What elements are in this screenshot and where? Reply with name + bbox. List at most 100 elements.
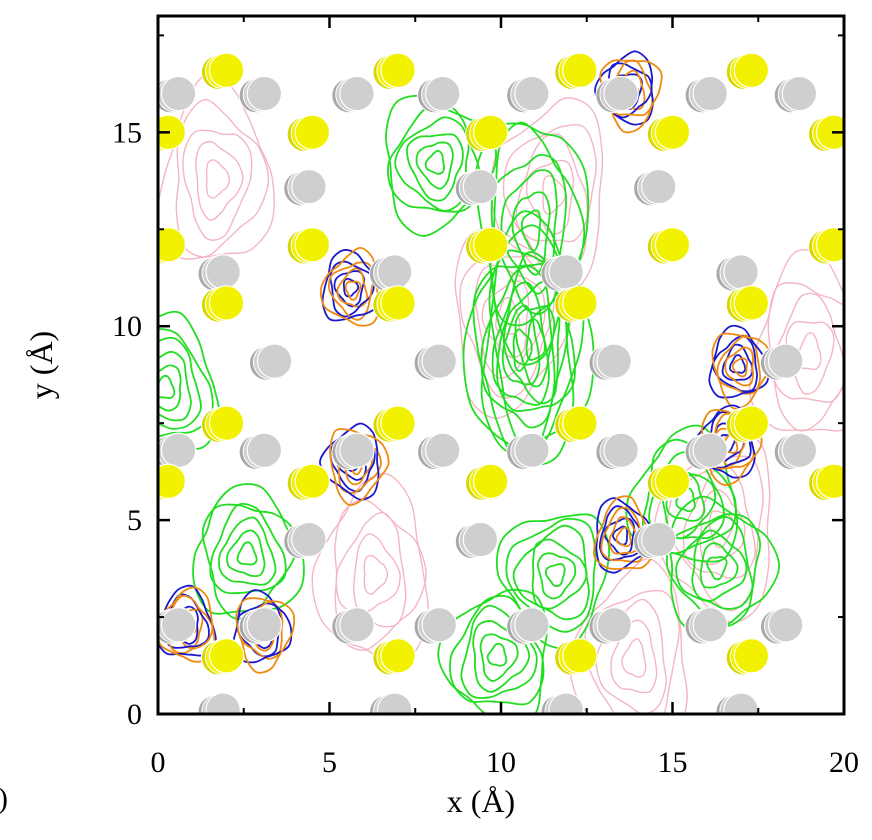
yellow-atom [554,52,598,90]
gray-atom-front [767,607,804,643]
gray-atom-front [692,432,728,469]
gray-atom [633,168,677,207]
green-contour [201,503,297,620]
gray-atom-front [256,343,293,379]
yellow-atom [646,463,691,501]
gray-atom [506,432,550,470]
yellow-atom-front [654,463,691,500]
pink-contour [195,140,244,221]
gray-atom-front [424,75,461,112]
gray-atom-front [246,432,283,469]
green-contour [192,483,305,615]
orange-contour [600,506,647,563]
yellow-atom-front [158,114,187,151]
yellow-atom [646,227,691,265]
y-tick-label: 5 [127,504,142,537]
yellow-atom-front [472,227,509,263]
x-axis: 0 5 10 15 20 [151,16,859,779]
blue-contour [321,249,383,322]
gray-atom-front [692,75,728,112]
orange-contour [615,526,632,548]
yellow-atom [200,405,245,443]
blue-contour [329,260,375,318]
gray-atom-front [548,692,584,714]
yellow-atom [372,52,416,90]
gray-atom-front [246,75,283,112]
green-contour [511,191,551,276]
gray-atom-front [603,432,639,469]
green-contour [415,141,454,190]
yellow-atom [372,285,416,323]
gray-atom-front [421,607,458,643]
gray-atom-front [514,432,550,469]
y-tick-label: 15 [112,116,142,149]
yellow-atom [808,114,844,152]
yellow-atom-front [158,227,187,263]
green-contour [691,529,748,602]
gray-atom-front [723,254,759,290]
yellow-atom [808,463,844,501]
x-tick-label: 5 [322,746,337,779]
gray-atom [588,607,632,645]
gray-atom-front [246,607,283,643]
gray-atom-front [339,607,375,643]
blue-contour [232,589,293,664]
x-tick-label: 20 [829,746,859,779]
yellow-atom [200,52,245,90]
gray-atom [283,521,327,560]
yellow-atom [554,638,598,676]
green-contour [501,304,541,386]
green-contour [668,495,781,637]
pink-contour [515,133,588,243]
green-contour [545,563,566,587]
gray-atom-front [641,168,677,205]
gray-atom-front [603,75,639,112]
orange-contour [593,495,655,570]
green-contour [512,524,590,621]
blue-contour [721,343,754,381]
yellow-atom [372,405,416,443]
gray-atom-front [376,692,413,714]
gray-atom [197,254,241,292]
gray-atom-front [514,607,550,643]
gray-atom [684,75,728,114]
green-contour [675,515,754,610]
gray-atom [540,254,584,292]
x-axis-label: x (Å) [447,783,515,819]
yellow-atom-front [380,638,416,674]
gray-atom [238,75,283,114]
gray-atom-front [781,75,818,112]
yellow-atom-front [733,285,770,321]
gray-atom [760,607,804,645]
gray-atom-front [339,432,375,469]
pink-contour [182,129,253,241]
gray-atom-front [692,607,728,643]
yellow-atom-front [562,405,598,441]
green-contour [486,642,508,667]
gray-atom-front [767,343,804,379]
yellow-atom-front [654,227,691,263]
green-contour [449,594,545,706]
green-contour [158,328,214,438]
yellow-atom-front [208,405,245,441]
yellow-atom-front [294,114,331,151]
gray-atom-front [641,521,677,558]
green-contour [226,529,266,578]
gray-atom [588,343,632,381]
yellow-atom [158,463,187,501]
gray-atom-front [160,75,197,112]
x-tick-label: 0 [151,746,166,779]
yellow-atom [372,638,416,676]
yellow-atom [286,463,331,501]
yellow-atom-front [733,52,770,89]
yellow-atom-front [380,405,416,441]
pink-contour [621,638,647,678]
gray-atom-front [205,254,241,290]
orange-contour [336,267,369,308]
gray-atom-front [160,607,197,643]
gray-atom [506,75,550,114]
yellow-atom-front [815,227,844,263]
green-contour [706,556,728,581]
blue-contour [333,270,366,308]
